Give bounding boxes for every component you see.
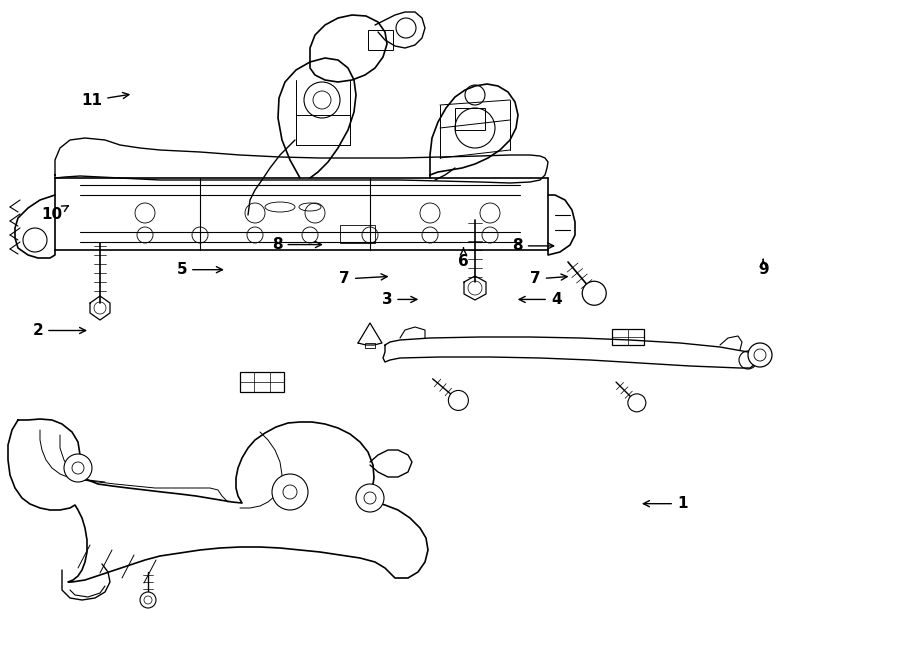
Text: 7: 7 [339,272,387,286]
Circle shape [64,454,92,482]
Text: 10: 10 [41,206,68,222]
Circle shape [448,391,468,410]
Circle shape [628,394,646,412]
Text: 8: 8 [512,239,554,253]
Text: 11: 11 [81,93,129,108]
Bar [455,108,485,130]
Bar [340,225,375,243]
Circle shape [356,484,384,512]
Text: 7: 7 [530,272,567,286]
Bar [365,343,375,348]
Bar [240,372,284,392]
Text: 6: 6 [458,248,469,268]
Text: 8: 8 [272,237,321,252]
Text: 4: 4 [519,292,562,307]
Text: 1: 1 [644,496,688,511]
Text: 9: 9 [758,259,769,277]
Circle shape [582,281,607,305]
Circle shape [748,343,772,367]
Text: 3: 3 [382,292,417,307]
Bar [368,30,393,50]
Text: 5: 5 [176,262,222,277]
Text: 2: 2 [32,323,86,338]
Circle shape [140,592,156,608]
Bar [612,329,644,345]
Circle shape [272,474,308,510]
